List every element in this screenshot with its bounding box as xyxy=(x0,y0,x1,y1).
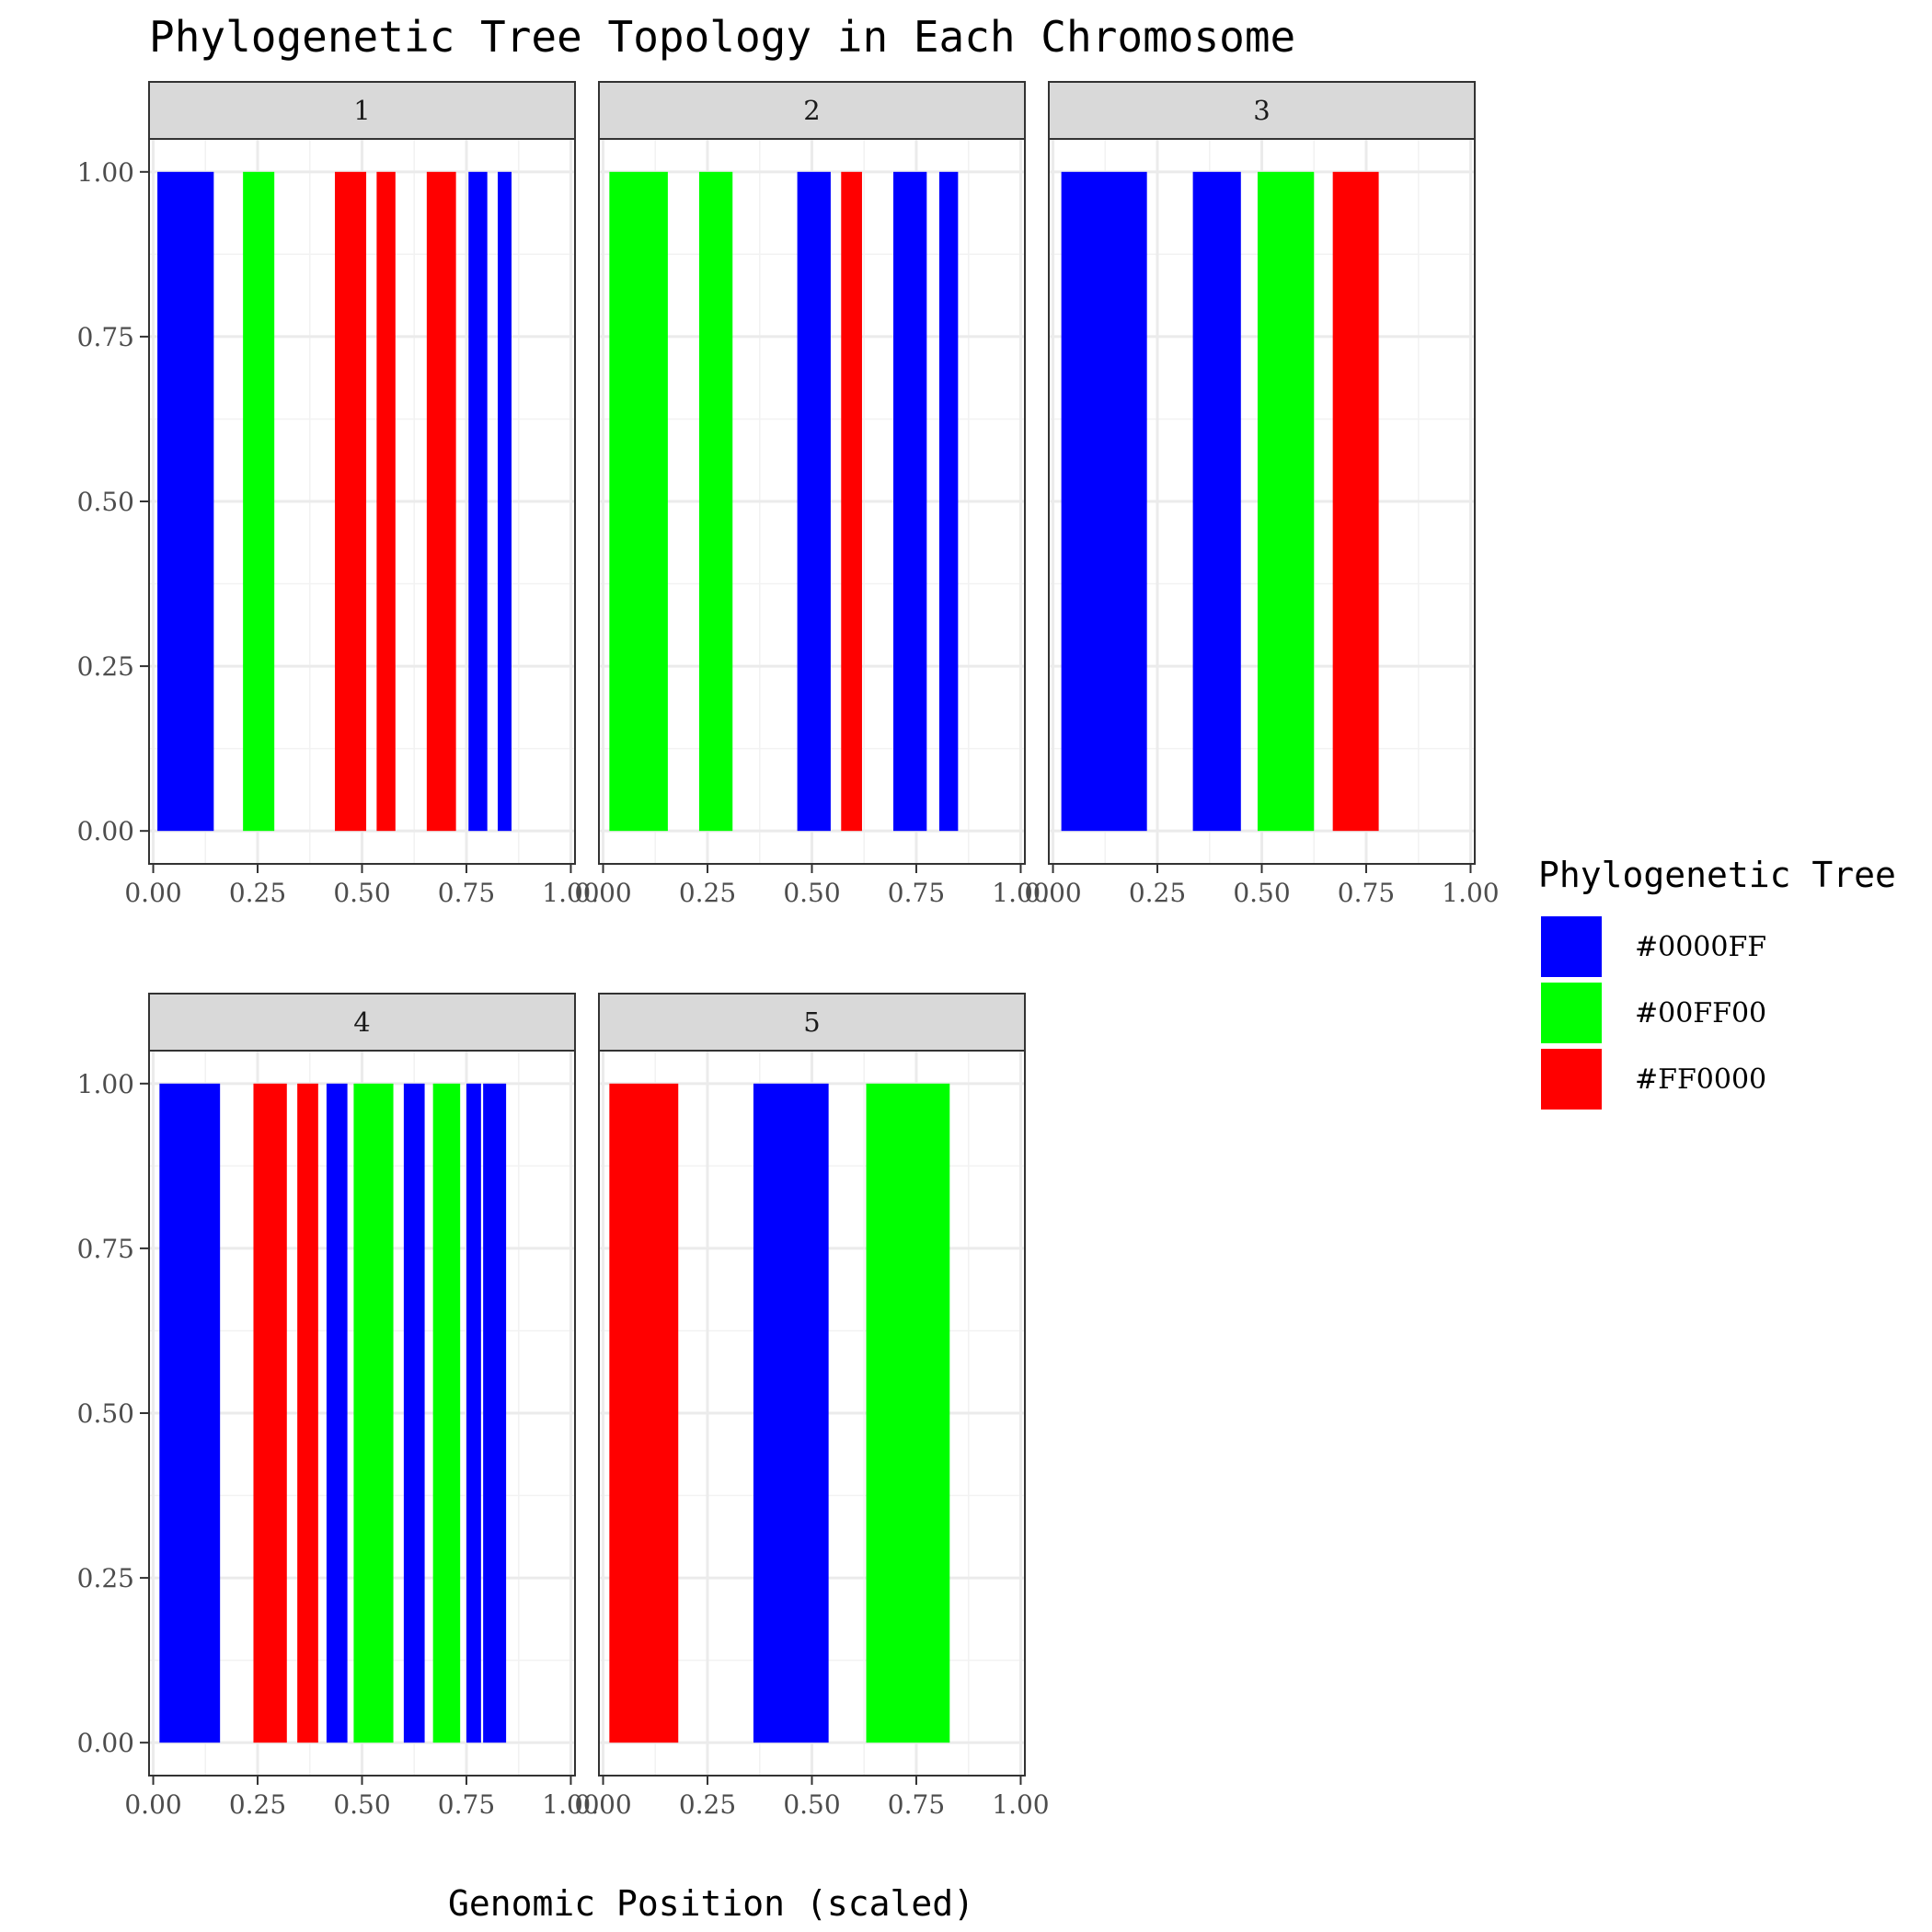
x-tick-label: 0.75 xyxy=(888,878,945,908)
x-tick-label: 0.25 xyxy=(229,1789,286,1820)
segment-bar xyxy=(253,1083,287,1743)
segment-bar xyxy=(243,171,275,832)
x-tick-label: 0.50 xyxy=(333,1789,390,1820)
legend: Phylogenetic Tree #0000FF #00FF00 #FF0000 xyxy=(1538,855,1896,1110)
x-tick-label: 0.25 xyxy=(229,878,286,908)
segment-bar xyxy=(376,171,396,832)
strip-5 xyxy=(598,993,1026,1052)
segment-bar xyxy=(938,171,959,832)
legend-key xyxy=(1541,916,1602,977)
segment-bar xyxy=(466,1083,481,1743)
facet-panel-4: 4 0.00 0.25 0.50 0.75 1.00 0.00 0.25 0.50 0.75 1.0… xyxy=(77,993,600,1820)
segment-bar xyxy=(1332,171,1379,832)
facet-panel-3: 3 0.00 0.25 0.50 0.75 1.00 xyxy=(1024,81,1500,908)
x-tick-label: 0.00 xyxy=(574,878,631,908)
segment-bar xyxy=(157,171,214,832)
strip-label: 5 xyxy=(803,1006,820,1038)
y-tick-label: 0.00 xyxy=(77,816,134,846)
x-tick-label: 0.25 xyxy=(679,1789,736,1820)
strip-label: 3 xyxy=(1253,95,1270,126)
x-tick-label: 1.00 xyxy=(992,878,1049,908)
x-tick-label: 0.50 xyxy=(783,1789,840,1820)
x-tick-label: 0.25 xyxy=(679,878,736,908)
segment-bar xyxy=(159,1083,221,1743)
x-tick-label: 0.75 xyxy=(888,1789,945,1820)
strip-label: 4 xyxy=(353,1006,370,1038)
y-tick-label: 1.00 xyxy=(77,157,134,188)
segment-bar xyxy=(609,1083,679,1743)
x-tick-label: 0.75 xyxy=(438,878,495,908)
segment-bar xyxy=(609,171,668,832)
segment-bar xyxy=(893,171,927,832)
legend-key xyxy=(1541,1049,1602,1110)
legend-title: Phylogenetic Tree xyxy=(1538,855,1896,895)
y-tick-label: 0.75 xyxy=(77,322,134,352)
legend-key xyxy=(1541,983,1602,1043)
segment-bar xyxy=(698,171,733,832)
segment-bar xyxy=(468,171,488,832)
facet-panels: 10.00 0.25 0.50 0.75 1.000.000.250.500.751.0… xyxy=(77,81,1500,1820)
strip-label: 1 xyxy=(353,95,370,126)
segment-bar xyxy=(403,1083,425,1743)
x-tick-label: 0.50 xyxy=(333,878,390,908)
y-tick-label: 1.00 xyxy=(77,1069,134,1099)
x-tick-label: 1.00 xyxy=(542,1789,599,1820)
y-tick-label: 0.25 xyxy=(77,651,134,682)
chart-title: Phylogenetic Tree Topology in Each Chrom… xyxy=(149,12,1295,62)
x-tick-label: 1.00 xyxy=(992,1789,1049,1820)
facet-panel-2: 2 0.00 0.25 0.50 0.75 1.00 xyxy=(574,81,1050,908)
legend-label: #FF0000 xyxy=(1635,1064,1766,1096)
facet-panel-5: 5 0.00 0.25 0.50 0.75 1.00 xyxy=(574,993,1050,1820)
segment-bar xyxy=(1061,171,1147,832)
segment-bar xyxy=(432,1083,461,1743)
x-axis-label: Genomic Position (scaled) xyxy=(448,1883,974,1924)
segment-bar xyxy=(1257,171,1315,832)
x-tick-label: 0.00 xyxy=(124,878,181,908)
strip-3 xyxy=(1048,81,1476,140)
legend-label: #00FF00 xyxy=(1635,997,1766,1029)
x-tick-label: 0.50 xyxy=(1233,878,1290,908)
y-tick-label: 0.25 xyxy=(77,1563,134,1593)
segment-bar xyxy=(866,1083,950,1743)
strip-label: 2 xyxy=(803,95,820,126)
y-tick-label: 0.00 xyxy=(77,1728,134,1758)
segment-bar xyxy=(841,171,862,832)
x-tick-label: 1.00 xyxy=(542,878,599,908)
x-tick-label: 0.75 xyxy=(1338,878,1395,908)
y-tick-label: 0.50 xyxy=(77,487,134,517)
strip-1 xyxy=(148,81,576,140)
x-tick-label: 1.00 xyxy=(1442,878,1499,908)
y-tick-label: 0.50 xyxy=(77,1398,134,1429)
x-tick-label: 0.50 xyxy=(783,878,840,908)
x-tick-label: 0.25 xyxy=(1129,878,1186,908)
x-tick-label: 0.00 xyxy=(124,1789,181,1820)
segment-bar xyxy=(753,1083,829,1743)
strip-4 xyxy=(148,993,576,1052)
segment-bar xyxy=(1192,171,1241,832)
segment-bar xyxy=(797,171,831,832)
segment-bar xyxy=(334,171,367,832)
x-tick-label: 0.00 xyxy=(574,1789,631,1820)
segment-bar xyxy=(297,1083,318,1743)
segment-bar xyxy=(498,171,512,832)
facet-panel-1: 1 0.00 0.25 0.50 0.75 1.00 0.00 0.25 0.50 0.75 1.0… xyxy=(77,81,600,908)
legend-label: #0000FF xyxy=(1635,931,1766,963)
y-tick-label: 0.75 xyxy=(77,1234,134,1264)
x-tick-label: 0.75 xyxy=(438,1789,495,1820)
segment-bar xyxy=(353,1083,394,1743)
segment-bar xyxy=(426,171,456,832)
segment-bar xyxy=(483,1083,507,1743)
strip-2 xyxy=(598,81,1026,140)
x-tick-label: 0.00 xyxy=(1024,878,1081,908)
segment-bar xyxy=(326,1083,348,1743)
legend-items: #0000FF #00FF00 #FF0000 xyxy=(1541,916,1766,1110)
